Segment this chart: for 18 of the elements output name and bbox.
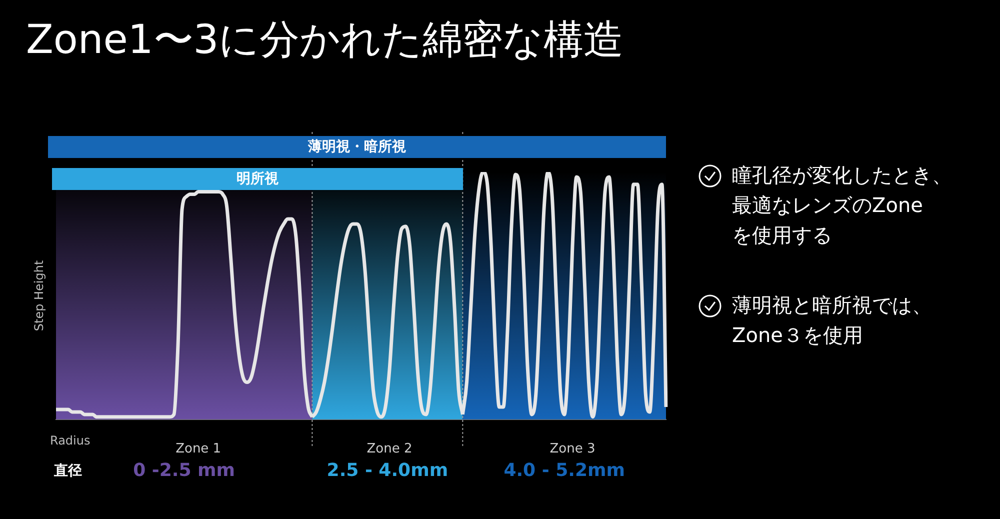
- x-tick-label: Zone 3: [550, 442, 596, 457]
- x-tick-label: Zone 2: [366, 442, 412, 457]
- text: 0 -2.5 mm: [133, 460, 236, 482]
- text: 直径: [53, 463, 82, 480]
- text: 最適なレンズのZone: [732, 192, 924, 219]
- text: Zone３を使用: [732, 322, 864, 349]
- header-banner: 薄明視・暗所視: [48, 136, 666, 158]
- header-banner: 明所視: [52, 168, 463, 190]
- y-axis-title: Step Height: [32, 260, 46, 332]
- text: 2.5 - 4.0mm: [326, 460, 448, 482]
- text: 4.0 - 5.2mm: [504, 460, 625, 482]
- text: 瞳孔径が変化したとき、: [732, 162, 953, 189]
- x-axis-title: Radius: [50, 434, 90, 448]
- x-tick-label: Zone 1: [176, 442, 222, 457]
- text: 薄明視と暗所視では、: [732, 292, 933, 319]
- annotation: 明所視: [236, 171, 278, 187]
- text: を使用する: [732, 222, 833, 249]
- chart-title: Zone1〜3に分かれた綿密な構造: [26, 16, 624, 65]
